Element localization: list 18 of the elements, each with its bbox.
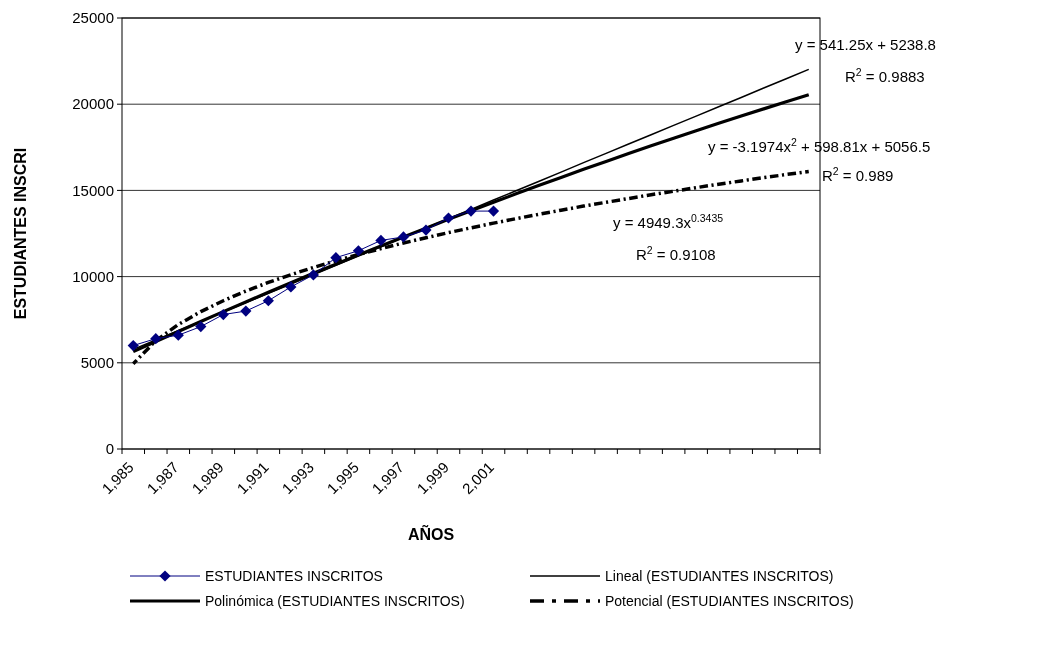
annotation: y = 4949.3x$^{0.3435}$: [613, 212, 724, 231]
y-tick-label: 10000: [72, 267, 114, 285]
y-tick-label: 5000: [80, 354, 114, 372]
legend-label: Polinómica (ESTUDIANTES INSCRITOS): [205, 592, 465, 609]
y-tick-label: 25000: [72, 9, 114, 27]
x-axis-title: AÑOS: [407, 524, 455, 543]
text: R$^{2}$ = 0.989: [822, 165, 894, 184]
legend-label: ESTUDIANTES INSCRITOS: [205, 567, 383, 584]
annotation: y = 541.25x + 5238.8: [795, 36, 936, 53]
legend-label: Lineal (ESTUDIANTES INSCRITOS): [605, 567, 834, 584]
legend-label: Potencial (ESTUDIANTES INSCRITOS): [605, 592, 854, 609]
text: R$^{2}$ = 0.9883: [845, 66, 925, 85]
annotation: R$^{2}$ = 0.9108: [636, 244, 716, 263]
y-axis-title: ESTUDIANTES INSCRI: [11, 147, 29, 320]
annotation: y = -3.1974x$^{2}$ + 598.81x + 5056.5: [708, 136, 931, 155]
y-tick-label: 15000: [72, 181, 114, 199]
y-tick-label: 20000: [72, 95, 114, 113]
y-tick-label: 0: [105, 440, 114, 458]
